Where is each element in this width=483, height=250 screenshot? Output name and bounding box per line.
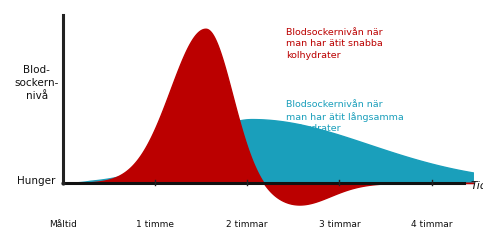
Text: 3 timmar: 3 timmar xyxy=(319,219,360,228)
Text: 4 timmar: 4 timmar xyxy=(411,219,453,228)
Text: Måltid: Måltid xyxy=(49,219,76,228)
Text: Hunger: Hunger xyxy=(17,175,55,185)
Text: Blod-
sockern-
nivå: Blod- sockern- nivå xyxy=(14,65,59,101)
Text: 2 timmar: 2 timmar xyxy=(227,219,268,228)
Text: Tid: Tid xyxy=(470,180,483,190)
Text: Blodsockernivån när
man har ätit långsamma
kolhydrater: Blodsockernivån när man har ätit långsam… xyxy=(286,100,404,132)
Text: Blodsockernivån när
man har ätit snabba
kolhydrater: Blodsockernivån när man har ätit snabba … xyxy=(286,28,383,59)
Text: 1 timme: 1 timme xyxy=(136,219,174,228)
